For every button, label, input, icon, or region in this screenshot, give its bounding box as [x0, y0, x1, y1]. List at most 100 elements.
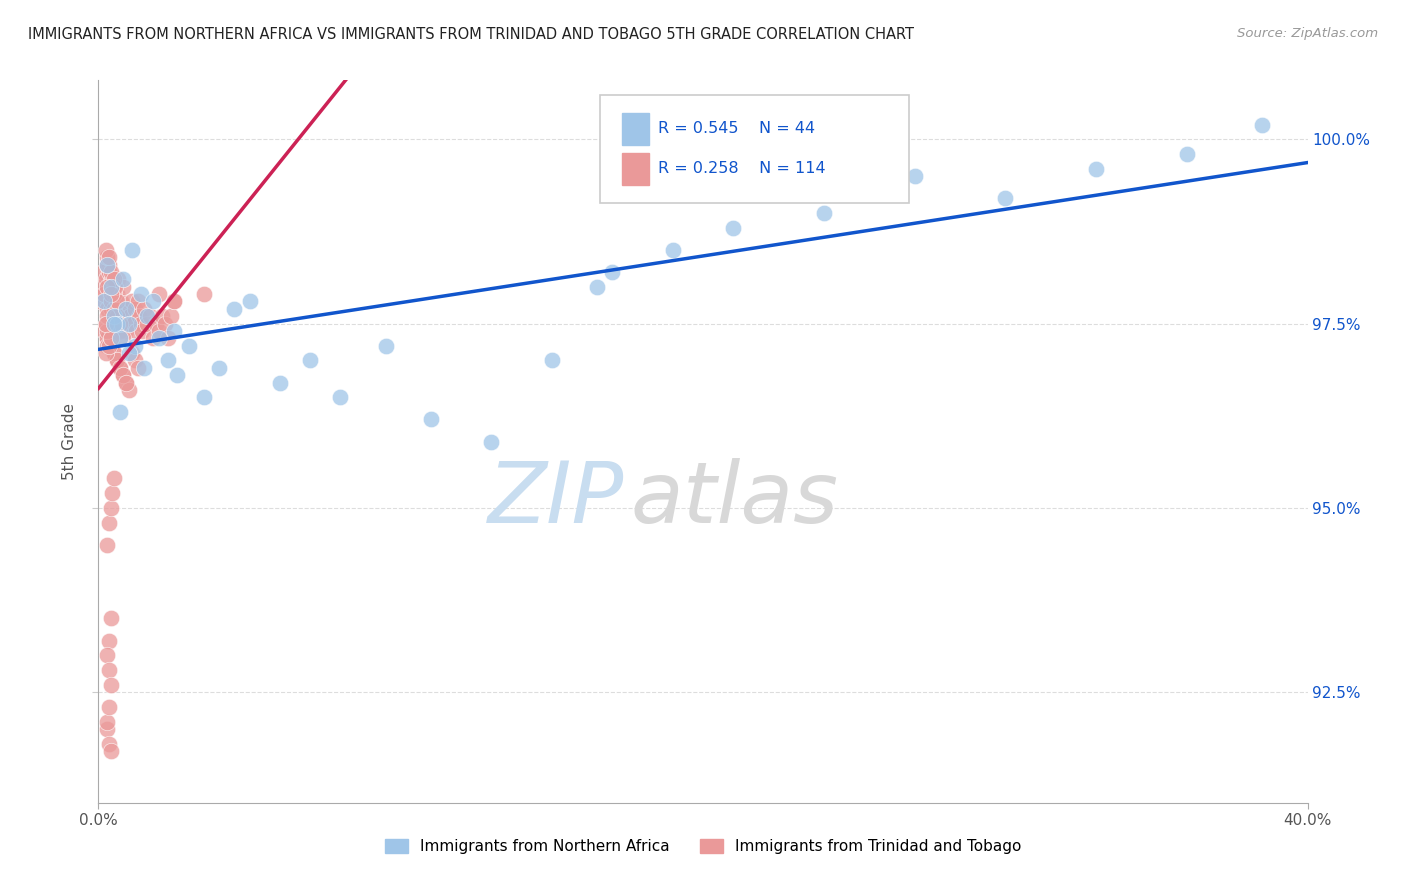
- Point: [96, 309, 118, 323]
- Point: [96, 331, 118, 345]
- Point: [105, 353, 128, 368]
- Point: [142, 331, 165, 345]
- Point: [193, 390, 215, 404]
- Point: [166, 368, 188, 383]
- Point: [148, 331, 170, 345]
- Point: [118, 383, 141, 397]
- Point: [118, 301, 141, 316]
- Point: [124, 339, 146, 353]
- Point: [121, 294, 143, 309]
- Point: [93, 294, 115, 309]
- Point: [129, 317, 152, 331]
- Point: [103, 346, 125, 360]
- Point: [224, 301, 246, 316]
- Y-axis label: 5th Grade: 5th Grade: [62, 403, 77, 480]
- Point: [100, 331, 122, 345]
- Point: [994, 191, 1017, 205]
- Point: [114, 301, 136, 316]
- Point: [90, 279, 112, 293]
- Point: [329, 390, 352, 404]
- FancyBboxPatch shape: [621, 112, 648, 145]
- Point: [100, 611, 122, 625]
- Point: [100, 265, 122, 279]
- Point: [100, 279, 122, 293]
- Point: [108, 331, 131, 345]
- Point: [1251, 118, 1274, 132]
- Point: [122, 317, 145, 331]
- Point: [96, 722, 118, 736]
- Point: [125, 324, 148, 338]
- Point: [91, 265, 114, 279]
- Point: [602, 265, 624, 279]
- Point: [100, 331, 122, 345]
- Point: [103, 346, 125, 360]
- Legend: Immigrants from Northern Africa, Immigrants from Trinidad and Tobago: Immigrants from Northern Africa, Immigra…: [378, 833, 1028, 860]
- Point: [723, 220, 745, 235]
- Point: [93, 324, 115, 338]
- Point: [98, 663, 121, 677]
- Point: [124, 301, 146, 316]
- Point: [481, 434, 503, 449]
- Point: [104, 279, 127, 293]
- Point: [145, 317, 167, 331]
- Point: [121, 243, 143, 257]
- Point: [269, 376, 291, 390]
- Point: [118, 346, 141, 360]
- Point: [540, 353, 562, 368]
- Text: Source: ZipAtlas.com: Source: ZipAtlas.com: [1237, 27, 1378, 40]
- Point: [100, 279, 122, 293]
- Point: [115, 317, 138, 331]
- Point: [101, 486, 124, 500]
- Point: [131, 324, 153, 338]
- Point: [96, 339, 118, 353]
- Point: [98, 258, 121, 272]
- Point: [98, 737, 121, 751]
- Point: [156, 331, 179, 345]
- Point: [108, 301, 131, 316]
- Point: [135, 309, 157, 323]
- Point: [103, 287, 125, 301]
- Point: [96, 324, 118, 338]
- Point: [96, 301, 118, 316]
- Point: [142, 294, 165, 309]
- Point: [94, 346, 117, 360]
- Point: [148, 324, 170, 338]
- Point: [813, 206, 835, 220]
- Point: [108, 405, 131, 419]
- Point: [93, 287, 115, 301]
- Point: [163, 324, 186, 338]
- Point: [239, 294, 262, 309]
- Point: [96, 258, 118, 272]
- Point: [100, 294, 122, 309]
- Point: [661, 243, 683, 257]
- Point: [101, 279, 124, 293]
- Point: [94, 317, 117, 331]
- Text: atlas: atlas: [630, 458, 838, 541]
- Point: [103, 471, 125, 485]
- Point: [96, 250, 118, 264]
- Point: [179, 339, 201, 353]
- Point: [89, 294, 111, 309]
- Point: [100, 301, 122, 316]
- Point: [114, 376, 136, 390]
- Point: [105, 287, 128, 301]
- Point: [129, 287, 152, 301]
- Point: [1175, 147, 1198, 161]
- Point: [135, 317, 157, 331]
- Point: [586, 279, 609, 293]
- Point: [150, 309, 173, 323]
- Point: [100, 678, 122, 692]
- Point: [299, 353, 322, 368]
- Point: [120, 309, 142, 323]
- Point: [98, 265, 121, 279]
- Point: [96, 258, 118, 272]
- Point: [160, 309, 183, 323]
- Point: [108, 360, 131, 375]
- Point: [101, 272, 124, 286]
- Point: [103, 309, 125, 323]
- Point: [127, 360, 149, 375]
- Point: [111, 368, 134, 383]
- Point: [108, 324, 131, 338]
- Point: [96, 714, 118, 729]
- Point: [96, 648, 118, 663]
